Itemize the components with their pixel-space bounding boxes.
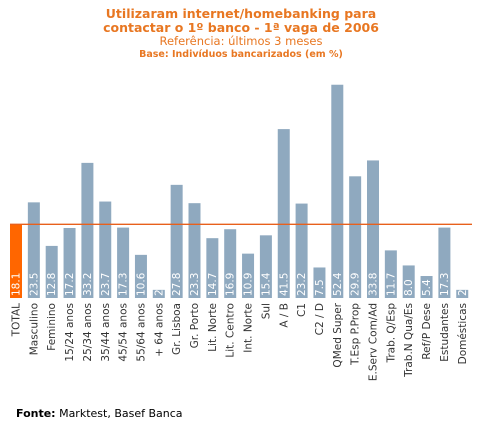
category-label-4: 25/34 anos — [82, 303, 94, 362]
value-label-17: 7.5 — [314, 279, 326, 296]
bar-13 — [242, 253, 255, 298]
bar-0 — [10, 224, 22, 298]
bar-22 — [402, 265, 415, 298]
value-label-23: 5.4 — [421, 279, 433, 296]
value-label-15: 41.5 — [278, 273, 290, 296]
category-label-20: E.Serv Com/Ad — [368, 303, 380, 381]
category-label-9: Gr. Lisboa — [171, 303, 183, 355]
bar-19 — [349, 176, 362, 298]
category-label-7: 55/64 anos — [135, 303, 147, 362]
bar-2 — [45, 245, 58, 298]
bar-1 — [27, 202, 40, 298]
chart-title-line2: contactar o 1º banco - 1ª vaga de 2006 — [103, 20, 379, 35]
bar-9 — [170, 184, 183, 298]
value-label-6: 17.3 — [118, 273, 130, 296]
category-label-6: 45/54 anos — [118, 303, 130, 362]
category-label-21: Trab. Q/Esp — [385, 303, 397, 364]
value-label-8: 2.0 — [153, 279, 165, 296]
bar-8 — [152, 289, 165, 298]
category-label-18: QMed Super — [332, 302, 344, 367]
value-label-18: 52.4 — [332, 272, 344, 296]
bar-chart: 18.1 TOTAL 23.5 Masculino 12.8 Feminino 17.2 15… — [10, 84, 472, 381]
bar-23 — [420, 276, 433, 298]
value-label-9: 27.8 — [171, 273, 183, 296]
value-label-0: 18.1 — [11, 273, 23, 296]
bar-5 — [99, 201, 112, 298]
value-label-12: 16.9 — [225, 273, 237, 296]
chart-base-note: Base: Indivíduos bancarizados (em %) — [139, 49, 343, 60]
bar-17 — [313, 267, 326, 298]
category-label-0: TOTAL — [11, 303, 23, 337]
category-label-25: Domésticas — [457, 303, 469, 364]
value-label-22: 8.0 — [403, 279, 415, 296]
bar-18 — [331, 84, 344, 299]
category-label-19: T.Esp P.Prop — [350, 303, 362, 366]
category-label-23: Ref/P Dese — [421, 303, 433, 360]
bar-24 — [438, 227, 451, 298]
value-label-14: 15.4 — [260, 272, 272, 296]
value-label-16: 23.2 — [296, 273, 308, 296]
value-label-11: 14.7 — [207, 273, 219, 296]
source-label: Fonte: — [16, 407, 56, 420]
bar-14 — [259, 235, 272, 298]
source-note: Fonte: Marktest, Basef Banca — [16, 407, 183, 420]
value-label-2: 12.8 — [46, 273, 58, 296]
category-label-14: Sul — [260, 303, 272, 319]
value-label-10: 23.3 — [189, 273, 201, 296]
category-label-5: 35/44 anos — [100, 303, 112, 362]
source-text: Marktest, Basef Banca — [59, 407, 183, 420]
chart-subtitle: Referência: últimos 3 meses — [159, 34, 323, 48]
value-label-5: 23.7 — [100, 273, 112, 296]
category-label-11: Lit. Norte — [207, 303, 219, 352]
value-label-21: 11.7 — [385, 273, 397, 296]
bar-21 — [384, 250, 397, 298]
bar-3 — [63, 227, 76, 298]
category-label-24: Estudantes — [439, 303, 451, 362]
category-label-8: + 64 anos — [153, 303, 165, 357]
chart-titles: Utilizaram internet/homebanking para con… — [0, 7, 482, 61]
bar-15 — [277, 129, 290, 298]
value-label-24: 17.3 — [439, 273, 451, 296]
category-label-17: C2 / D — [314, 303, 326, 335]
category-label-3: 15/24 anos — [64, 303, 76, 362]
bar-20 — [367, 160, 379, 298]
category-label-1: Masculino — [28, 303, 40, 355]
bar-11 — [206, 238, 219, 298]
value-label-7: 10.6 — [135, 272, 147, 296]
bar-25 — [456, 289, 469, 298]
category-label-15: A / B — [278, 303, 290, 328]
value-label-3: 17.2 — [64, 273, 76, 296]
bar-16 — [295, 203, 308, 298]
bar-10 — [188, 203, 201, 298]
value-label-13: 10.9 — [243, 273, 255, 296]
bar-7 — [134, 254, 147, 298]
value-label-4: 33.2 — [82, 273, 94, 296]
category-label-12: Lit. Centro — [225, 303, 237, 358]
value-label-19: 29.9 — [350, 273, 362, 296]
bar-6 — [117, 227, 130, 298]
value-label-20: 33.8 — [368, 273, 380, 296]
chart-title: Utilizaram internet/homebanking para — [105, 6, 377, 21]
value-label-25: 2.0 — [457, 279, 469, 296]
category-label-10: Gr. Porto — [189, 303, 201, 348]
bar-4 — [81, 162, 94, 298]
category-label-22: Trab.N Qua/Es — [403, 303, 415, 378]
bar-12 — [224, 229, 237, 298]
value-label-1: 23.5 — [28, 273, 40, 296]
category-label-13: Int. Norte — [243, 303, 255, 353]
category-label-16: C1 — [296, 303, 308, 317]
category-label-2: Feminino — [46, 303, 58, 351]
